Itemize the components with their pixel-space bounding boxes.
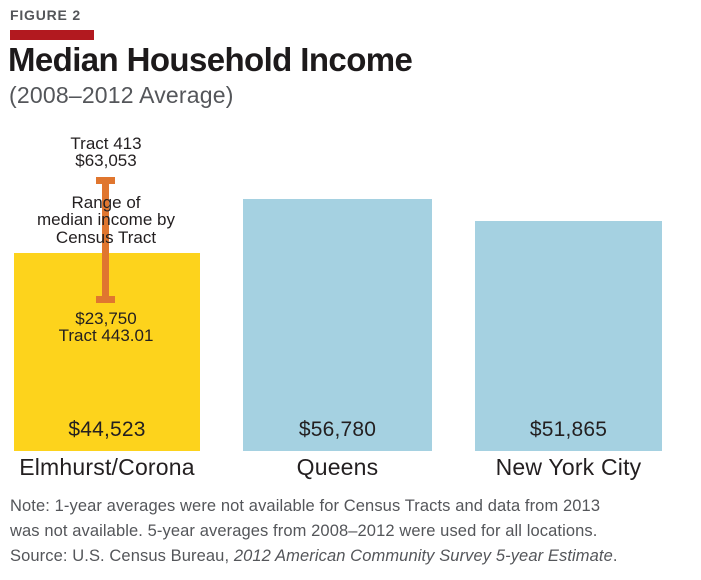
bar-value-label: $44,523	[68, 418, 146, 441]
bar-new-york-city: $51,865	[475, 221, 662, 451]
range-description-line: Range of	[71, 193, 141, 212]
footnote-source: Source: U.S. Census Bureau, 2012 America…	[10, 544, 695, 569]
category-label-elmhurst-corona: Elmhurst/Corona	[19, 454, 195, 480]
category-label-queens: Queens	[296, 454, 379, 480]
bar-value-label: $56,780	[298, 418, 377, 441]
range-high-label: Tract 413 $63,053	[20, 135, 192, 169]
page-title: Median Household Income	[8, 41, 413, 78]
range-low-tract: Tract 443.01	[58, 326, 154, 346]
bar-value-label: $51,865	[529, 418, 608, 441]
accent-rule	[10, 30, 94, 40]
footnote-line-2: was not available. 5-year averages from …	[10, 522, 598, 540]
range-indicator-bottom-cap	[96, 296, 115, 303]
figure-label: FIGURE 2	[10, 7, 81, 23]
range-description-line: Census Tract	[55, 227, 157, 247]
range-description-line: median income by	[37, 210, 175, 230]
range-high-value: $63,053	[75, 151, 137, 170]
footnote-source-title: 2012 American Community Survey 5-year Es…	[233, 547, 613, 565]
range-description: Range of median income by Census Tract	[18, 193, 194, 247]
category-label-new-york-city: New York City	[495, 454, 642, 480]
footnote: Note: 1-year averages were not available…	[10, 494, 695, 569]
range-high-tract: Tract 413	[70, 134, 142, 153]
footnote-line-1: Note: 1-year averages were not available…	[10, 497, 601, 515]
bar-queens: $56,780	[243, 199, 432, 451]
range-indicator-stem	[102, 177, 109, 303]
range-low-label: $23,750 Tract 443.01	[20, 310, 192, 345]
page-subtitle: (2008–2012 Average)	[9, 82, 234, 108]
footnote-source-prefix: Source: U.S. Census Bureau,	[10, 547, 234, 565]
range-low-value: $23,750	[75, 309, 137, 328]
footnote-source-suffix: .	[612, 547, 618, 565]
